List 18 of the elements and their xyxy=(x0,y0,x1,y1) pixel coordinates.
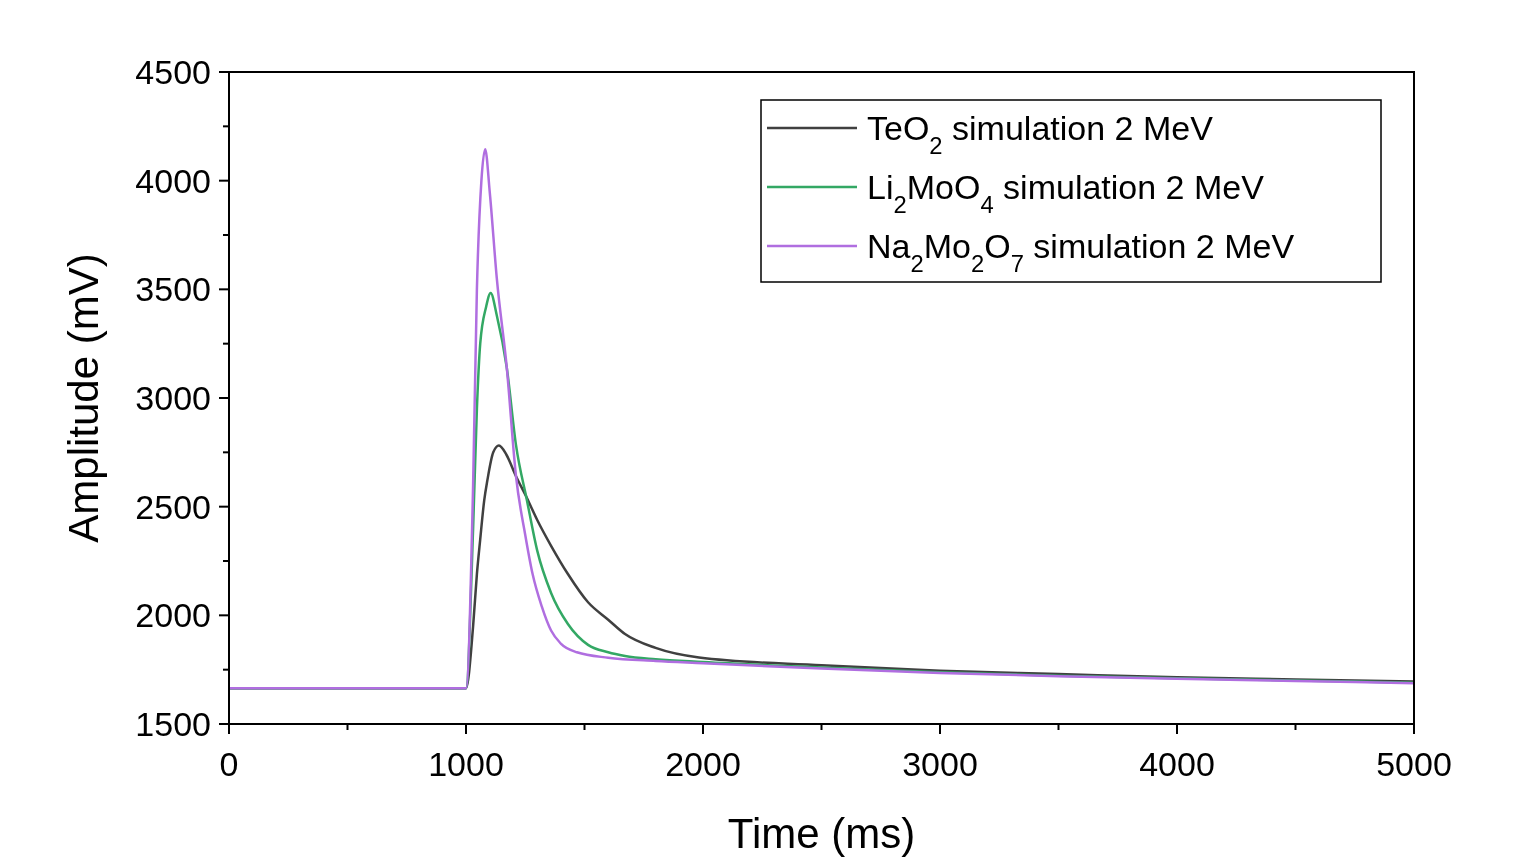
x-tick-label: 2000 xyxy=(665,745,741,783)
x-tick-label: 3000 xyxy=(902,745,978,783)
y-tick-label: 2500 xyxy=(135,487,211,526)
x-tick-label: 4000 xyxy=(1139,745,1215,783)
legend-label: Na$_{2}$Mo$_{2}$O$_{7}$ simulation 2 MeV xyxy=(867,227,1295,277)
x-tick-label: 1000 xyxy=(428,745,504,783)
y-tick-label: 1500 xyxy=(135,705,211,743)
y-axis-title: Amplitude (mV) xyxy=(60,253,107,543)
x-axis-title: Time (ms) xyxy=(727,810,916,857)
y-tick-label: 2000 xyxy=(135,596,211,635)
legend-label: Li$_{2}$MoO$_{4}$ simulation 2 MeV xyxy=(867,168,1265,218)
legend-label: TeO$_{2}$ simulation 2 MeV xyxy=(867,109,1214,159)
y-tick-label: 4500 xyxy=(135,53,211,91)
y-tick-label: 4000 xyxy=(135,161,211,200)
y-tick-label: 3000 xyxy=(135,379,211,417)
x-tick-label: 5000 xyxy=(1376,745,1452,783)
y-tick-label: 3500 xyxy=(135,270,211,309)
x-tick-label: 0 xyxy=(219,745,239,783)
